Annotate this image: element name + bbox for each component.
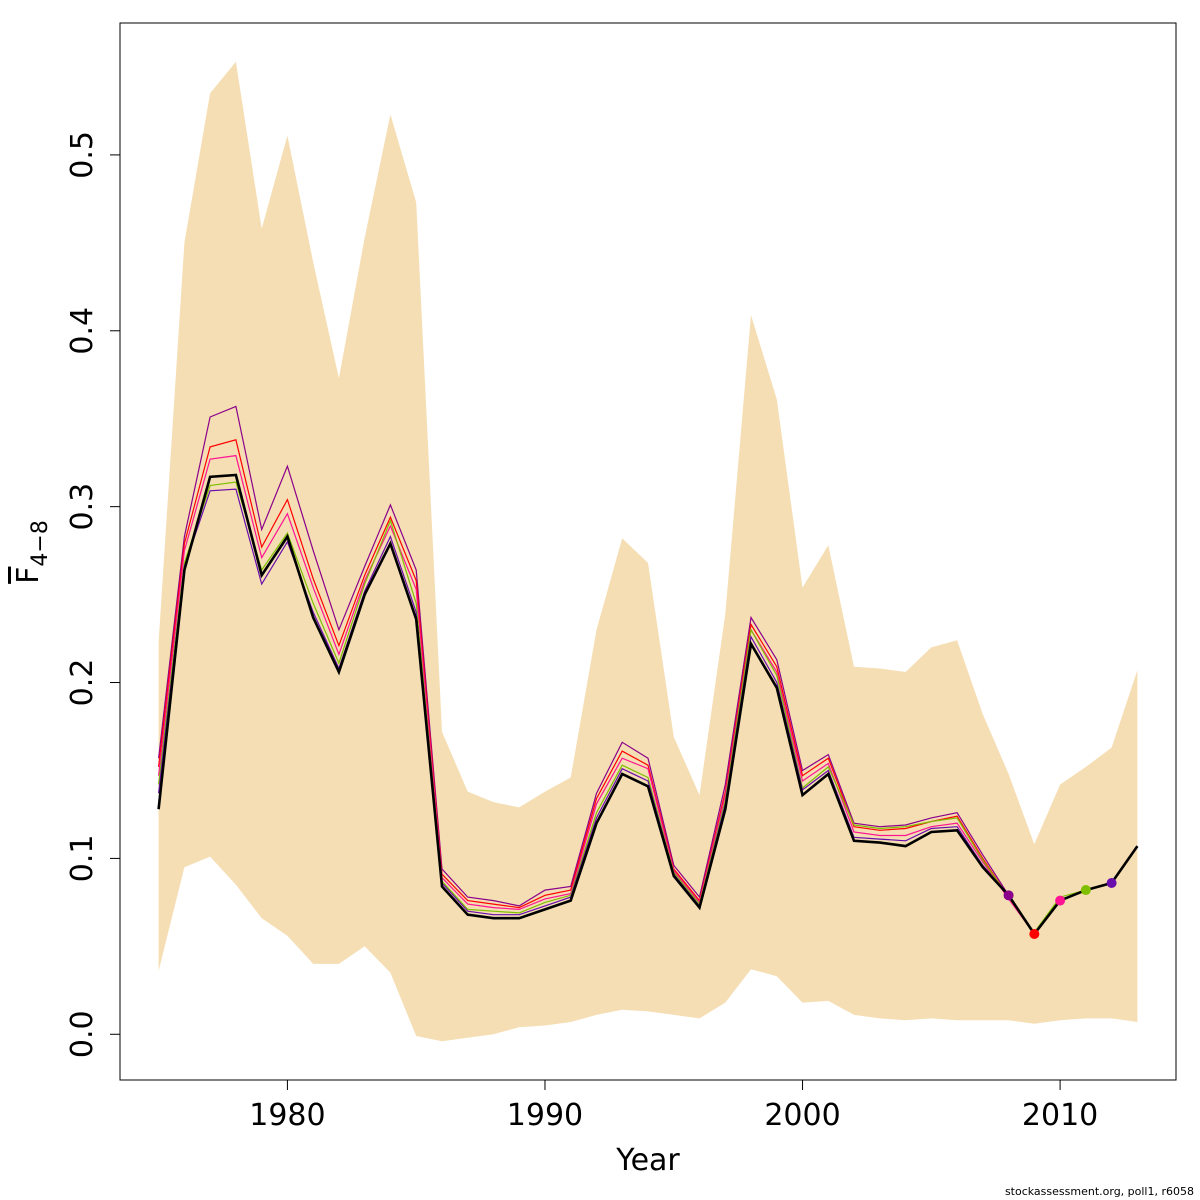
y-axis-title-main: F xyxy=(11,567,46,584)
y-tick-label: 0.2 xyxy=(65,659,100,707)
retro-series-endpoint-3 xyxy=(1055,895,1066,906)
axes: 0.0 0.1 0.2 0.3 0.4 0.5 1980 1990 2000 2010 xyxy=(65,131,1098,1133)
retro-series-endpoint-2 xyxy=(1029,929,1040,940)
x-tick-label: 1980 xyxy=(249,1098,325,1133)
retro-series-endpoint-4 xyxy=(1080,885,1091,896)
y-tick-label: 0.5 xyxy=(65,131,100,179)
main-series-line xyxy=(157,473,1139,937)
retro-series-line-5 xyxy=(158,488,1112,936)
retro-series-endpoint-5 xyxy=(1106,878,1117,889)
x-tick-label: 1990 xyxy=(507,1098,583,1133)
retro-series-line-4 xyxy=(158,481,1087,934)
confidence-band xyxy=(158,61,1138,1042)
y-tick-label: 0.3 xyxy=(65,483,100,531)
retro-series-line-1 xyxy=(158,405,1010,907)
retro-series-endpoint-1 xyxy=(1003,890,1014,901)
x-tick-label: 2010 xyxy=(1022,1098,1098,1133)
y-tick-label: 0.0 xyxy=(65,1010,100,1058)
retro-series-line-2 xyxy=(158,439,1035,935)
y-tick-label: 0.4 xyxy=(65,307,100,355)
y-axis-title: F4−8 xyxy=(11,520,53,584)
plot-area xyxy=(157,61,1139,1042)
x-axis-title: Year xyxy=(615,1143,680,1178)
retro-series-line-3 xyxy=(158,454,1061,935)
y-tick-label: 0.1 xyxy=(65,835,100,883)
y-axis-title-subscript: 4−8 xyxy=(28,520,53,566)
footer-credit: stockassessment.org, poll1, r6058 xyxy=(1004,1185,1194,1198)
svg-text:F4−8: F4−8 xyxy=(11,520,53,584)
x-tick-label: 2000 xyxy=(764,1098,840,1133)
